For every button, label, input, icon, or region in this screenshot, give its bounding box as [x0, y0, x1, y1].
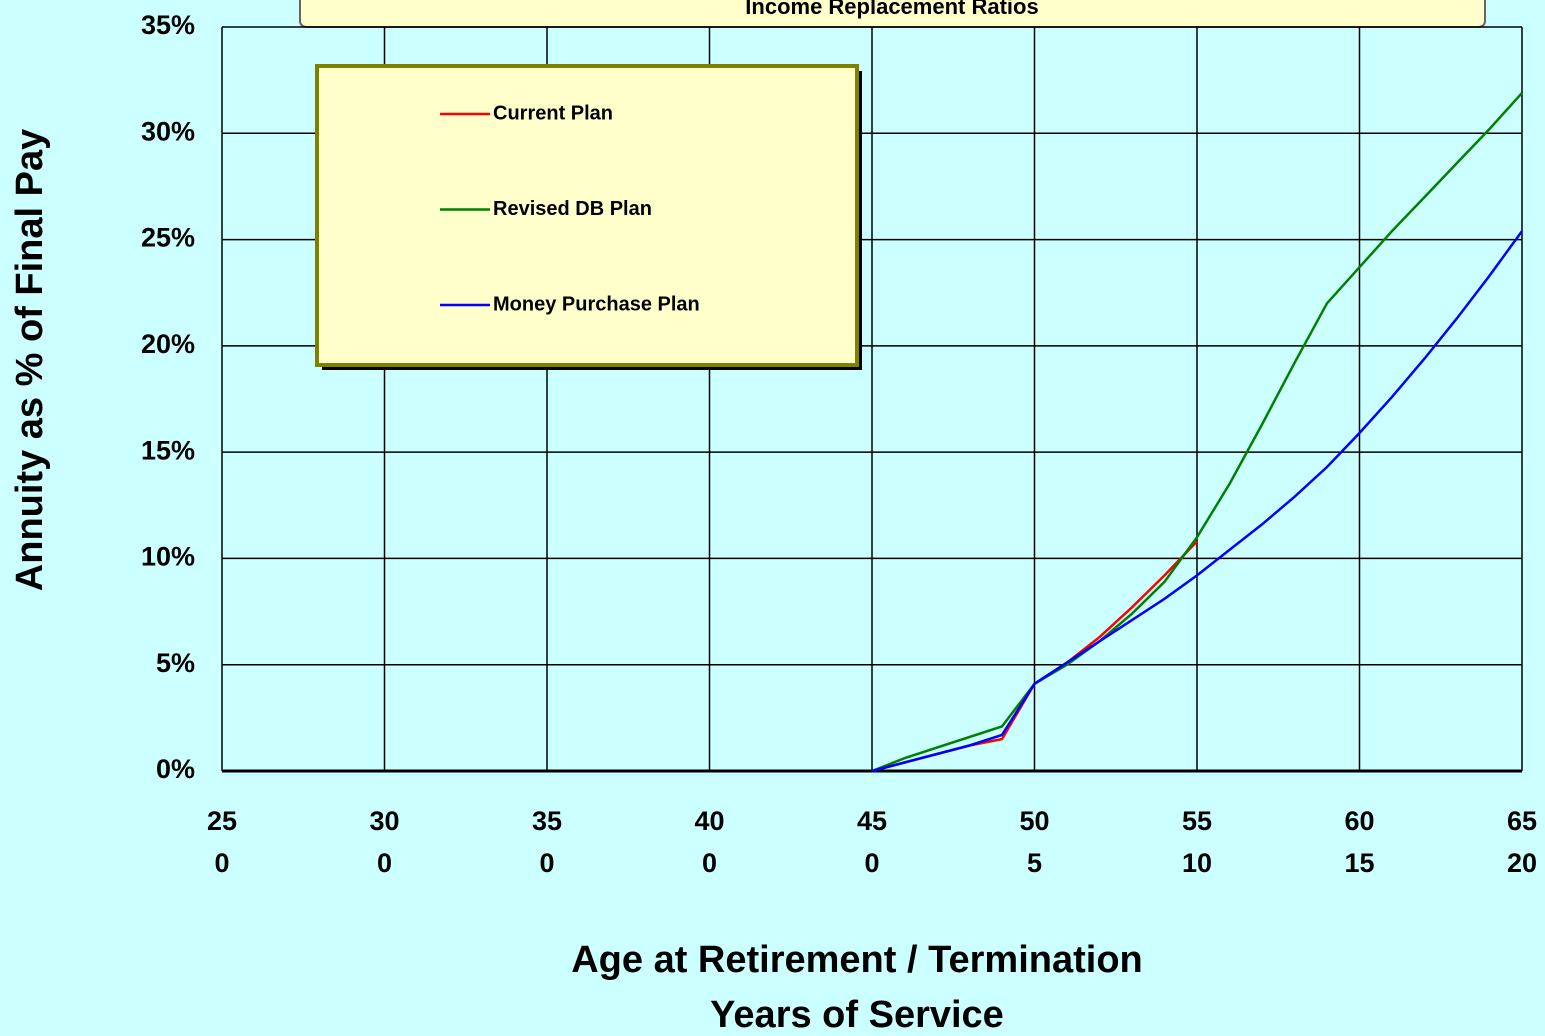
y-tick-label: 35%: [141, 10, 195, 40]
y-tick-label: 30%: [141, 116, 195, 146]
y-axis-title: Annuity as % of Final Pay: [9, 129, 51, 591]
x-tick-label: 50: [1019, 806, 1049, 836]
x-tick-label: 30: [369, 806, 399, 836]
x-tick-label-service: 0: [864, 848, 879, 878]
x-tick-label: 40: [694, 806, 724, 836]
x-tick-label-service: 10: [1182, 848, 1212, 878]
legend-label: Revised DB Plan: [493, 198, 652, 220]
y-tick-label: 0%: [156, 754, 195, 784]
x-tick-label-service: 20: [1507, 848, 1537, 878]
legend-label: Money Purchase Plan: [493, 293, 700, 315]
x-tick-label: 25: [207, 806, 237, 836]
x-tick-label-service: 0: [539, 848, 554, 878]
plot: [871, 92, 1524, 773]
x-tick-label: 60: [1344, 806, 1374, 836]
legend-entries: Current Plan Revised DB Plan Money Purchas…: [440, 102, 700, 315]
x-tick-label-service: 0: [702, 848, 717, 878]
x-tick-label: 45: [857, 806, 887, 836]
x-tick-label-service: 0: [377, 848, 392, 878]
y-tick-label: 25%: [141, 223, 195, 253]
x-tick-label-service: 15: [1344, 848, 1374, 878]
x-tick-label-service: 0: [214, 848, 229, 878]
legend: [315, 64, 859, 367]
y-tick-label: 20%: [141, 329, 195, 359]
series-line: [871, 230, 1524, 773]
x-axis-title: Age at Retirement / Termination: [571, 939, 1143, 981]
y-tick-label: 5%: [156, 648, 195, 678]
x-tick-label: 55: [1182, 806, 1212, 836]
legend-label: Current Plan: [493, 102, 613, 124]
series-line: [871, 92, 1523, 773]
x-tick-label-service: 5: [1027, 848, 1042, 878]
x-tick-label: 65: [1507, 806, 1537, 836]
x-axis-title-2: Years of Service: [710, 994, 1004, 1036]
y-tick-label: 10%: [141, 542, 195, 572]
x-tick-label: 35: [532, 806, 562, 836]
y-tick-label: 15%: [141, 435, 195, 465]
chart-title: Income Replacement Ratios: [745, 0, 1038, 19]
